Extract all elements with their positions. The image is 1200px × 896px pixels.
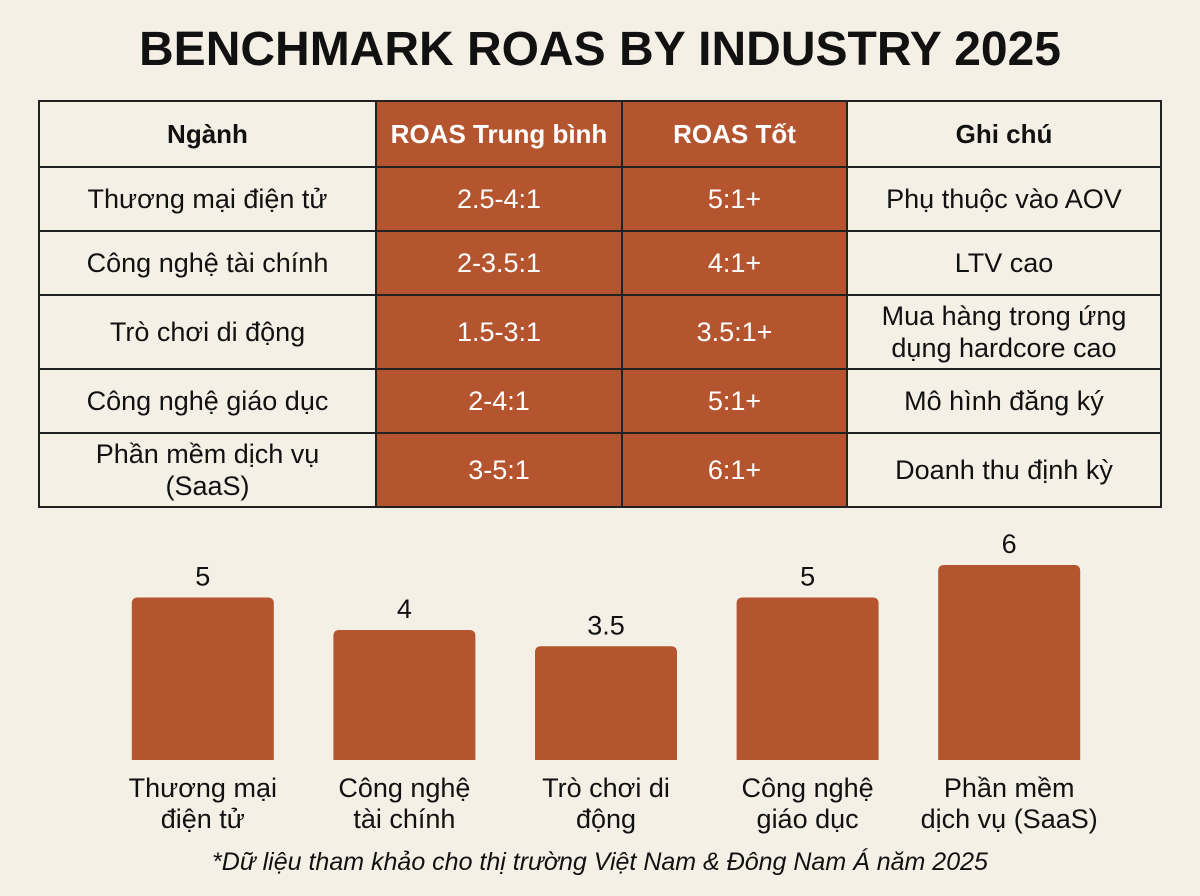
bar xyxy=(736,597,879,760)
header-cell: Ghi chú xyxy=(846,100,1162,168)
table-cell: Trò chơi di động xyxy=(38,294,377,370)
table-cell: Thương mại điện tử xyxy=(38,166,377,232)
bar xyxy=(938,565,1081,760)
bar xyxy=(333,630,476,760)
x-tick-label: giáo dục xyxy=(757,804,859,834)
table-row: Công nghệ tài chính 2-3.5:1 4:1+ LTV cao xyxy=(38,230,1162,296)
header-cell: ROAS Trung bình xyxy=(375,100,623,168)
table-cell: 5:1+ xyxy=(621,368,848,434)
table-row: Thương mại điện tử 2.5-4:1 5:1+ Phụ thuộc v… xyxy=(38,166,1162,232)
table-cell: 2-3.5:1 xyxy=(375,230,623,296)
table-cell: 2.5-4:1 xyxy=(375,166,623,232)
table-row: Phần mềm dịch vụ (SaaS) 3-5:1 6:1+ Doanh th… xyxy=(38,432,1162,508)
table-cell: Mô hình đăng ký xyxy=(846,368,1162,434)
header-cell: ROAS Tốt xyxy=(621,100,848,168)
data-label: 3.5 xyxy=(587,610,625,640)
x-tick-label: Công nghệ xyxy=(742,773,874,803)
table-row: Công nghệ giáo dục 2-4:1 5:1+ Mô hình đăng … xyxy=(38,368,1162,434)
footnote: *Dữ liệu tham khảo cho thị trường Việt N… xyxy=(212,848,988,876)
table-cell: 3-5:1 xyxy=(375,432,623,508)
x-tick-label: tài chính xyxy=(353,804,455,834)
table-cell: LTV cao xyxy=(846,230,1162,296)
bar xyxy=(535,646,677,760)
data-label: 5 xyxy=(195,562,210,592)
table-cell: 1.5-3:1 xyxy=(375,294,623,370)
x-tick-label: dịch vụ (SaaS) xyxy=(921,804,1098,834)
benchmark-table: Ngành ROAS Trung bình ROAS Tốt Ghi chú Thươ… xyxy=(38,100,1162,508)
bar xyxy=(131,597,274,760)
title: BENCHMARK ROAS BY INDUSTRY 2025 xyxy=(139,23,1061,76)
table-cell: 4:1+ xyxy=(621,230,848,296)
data-label: 4 xyxy=(397,594,412,624)
table-cell: Công nghệ giáo dục xyxy=(38,368,377,434)
table-cell: 2-4:1 xyxy=(375,368,623,434)
table-cell: Công nghệ tài chính xyxy=(38,230,377,296)
x-tick-label: Thương mại xyxy=(129,773,277,803)
table-cell: 6:1+ xyxy=(621,432,848,508)
x-tick-label: Công nghệ xyxy=(338,773,470,803)
table-cell: 3.5:1+ xyxy=(621,294,848,370)
header-cell: Ngành xyxy=(38,100,377,168)
x-tick-label: điện tử xyxy=(161,804,245,834)
x-tick-label: Trò chơi di xyxy=(542,773,670,803)
x-tick-label: Phần mềm xyxy=(944,773,1075,803)
table-cell: Phụ thuộc vào AOV xyxy=(846,166,1162,232)
table-cell: Phần mềm dịch vụ (SaaS) xyxy=(38,432,377,508)
x-tick-label: động xyxy=(576,804,636,834)
header-row: Ngành ROAS Trung bình ROAS Tốt Ghi chú xyxy=(38,100,1162,168)
table-cell: 5:1+ xyxy=(621,166,848,232)
table-cell: Doanh thu định kỳ xyxy=(846,432,1162,508)
data-label: 6 xyxy=(1002,529,1017,559)
data-label: 5 xyxy=(800,562,815,592)
table-cell: Mua hàng trong ứng dụng hardcore cao xyxy=(846,294,1162,370)
table-row: Trò chơi di động 1.5-3:1 3.5:1+ Mua hàng tr… xyxy=(38,294,1162,370)
table-body: Thương mại điện tử 2.5-4:1 5:1+ Phụ thuộc v… xyxy=(38,166,1162,508)
